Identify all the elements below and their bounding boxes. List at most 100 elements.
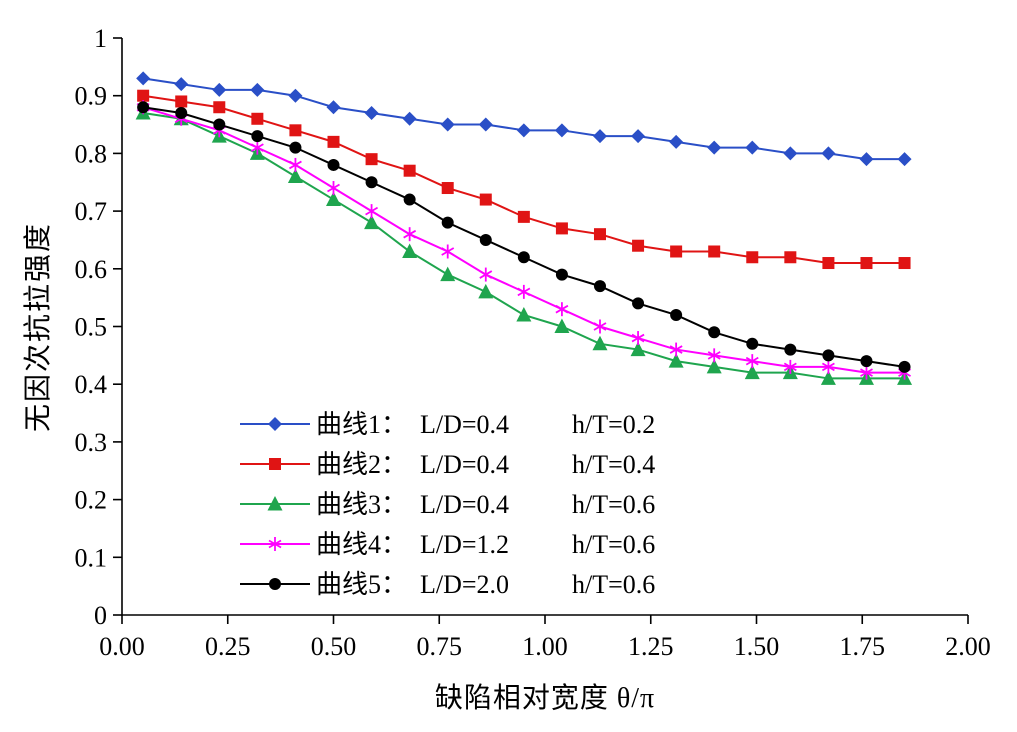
legend-series-name: 曲线2： (316, 450, 407, 479)
asterisk-marker (517, 284, 531, 299)
diamond-marker (326, 100, 341, 115)
triangle-marker (478, 283, 494, 299)
diamond-marker (364, 106, 379, 121)
diamond-marker (250, 82, 265, 97)
legend-ht-value: h/T=0.6 (572, 570, 655, 599)
circle-marker (269, 578, 281, 590)
diamond-marker (669, 134, 684, 149)
asterisk-marker (669, 342, 683, 357)
y-tick-label: 0.7 (75, 197, 108, 226)
diamond-marker (268, 417, 282, 431)
square-marker (175, 95, 188, 108)
asterisk-marker (403, 227, 417, 242)
tick-marks (113, 37, 969, 624)
triangle-marker (706, 358, 722, 374)
series-3 (135, 105, 913, 385)
triangle-marker (402, 243, 418, 258)
y-axis-title: 无因次抗拉强度 (23, 221, 54, 433)
x-tick-label: 2.00 (945, 632, 991, 661)
circle-marker (708, 326, 721, 339)
circle-marker (517, 251, 530, 264)
legend-ld-value: L/D=2.0 (420, 570, 509, 599)
triangle-marker (440, 266, 456, 282)
square-marker (479, 193, 492, 206)
asterisk-marker (783, 359, 797, 374)
axes (121, 38, 968, 616)
square-marker (327, 135, 340, 148)
square-marker (251, 112, 264, 125)
circle-marker (175, 107, 188, 120)
diamond-marker (821, 146, 836, 161)
legend-series-name: 曲线4： (316, 530, 407, 559)
square-marker (708, 245, 721, 258)
y-tick-label: 0.5 (75, 313, 108, 342)
circle-marker (479, 233, 492, 246)
asterisk-marker (555, 302, 569, 317)
series-5 (137, 101, 911, 373)
square-marker (137, 89, 150, 102)
legend-row: 曲线3： L/D=0.4 h/T=0.6 (240, 490, 655, 519)
square-marker (289, 124, 302, 137)
asterisk-marker (288, 157, 302, 172)
square-marker (860, 257, 873, 270)
x-tick-label: 1.50 (734, 632, 780, 661)
diamond-marker (745, 140, 760, 155)
y-tick-label: 0.6 (75, 255, 108, 284)
asterisk-marker (479, 267, 493, 282)
diamond-marker (136, 71, 151, 86)
diamond-marker (440, 117, 455, 132)
y-tick-label: 0.4 (75, 370, 108, 399)
triangle-marker (326, 191, 341, 207)
square-marker (213, 101, 226, 114)
triangle-marker (592, 335, 608, 351)
legend-series-name: 曲线5： (316, 570, 407, 599)
circle-marker (632, 297, 645, 310)
x-axis-title: 缺陷相对宽度 θ/π (434, 683, 656, 714)
circle-marker (137, 101, 150, 114)
y-tick-label: 0.1 (75, 543, 108, 572)
circle-marker (822, 349, 835, 362)
diamond-marker (402, 111, 417, 126)
legend-row: 曲线2： L/D=0.4 h/T=0.4 (240, 450, 655, 479)
diamond-marker (212, 82, 227, 97)
legend-row: 曲线1： L/D=0.4 h/T=0.2 (240, 410, 655, 439)
circle-marker (441, 216, 454, 229)
triangle-marker (668, 353, 684, 368)
triangle-marker (267, 496, 283, 511)
series-2 (137, 89, 911, 270)
legend-series-name: 曲线3： (316, 490, 407, 519)
circle-marker (746, 337, 759, 350)
square-marker (555, 222, 568, 235)
asterisk-marker (250, 140, 264, 155)
diamond-marker (631, 129, 646, 144)
diamond-marker (554, 123, 569, 138)
diamond-marker (174, 77, 189, 92)
legend-ld-value: L/D=0.4 (420, 450, 509, 479)
x-tick-label: 1.75 (840, 632, 886, 661)
diamond-marker (707, 140, 722, 155)
triangle-marker (287, 168, 303, 183)
diamond-marker (478, 117, 493, 132)
circle-marker (365, 176, 378, 189)
triangle-marker (364, 214, 380, 230)
square-marker (632, 239, 645, 252)
asterisk-marker (365, 204, 379, 219)
y-tick-label: 0.2 (75, 486, 108, 515)
circle-marker (213, 118, 226, 131)
legend-ht-value: h/T=0.6 (572, 490, 655, 519)
asterisk-marker (821, 359, 835, 374)
x-tick-label: 0.50 (311, 632, 357, 661)
triangle-marker (630, 341, 646, 357)
series-1 (136, 71, 912, 167)
square-marker (898, 257, 911, 270)
x-tick-label: 1.00 (522, 632, 568, 661)
square-marker (403, 164, 416, 177)
asterisk-marker (860, 365, 873, 380)
asterisk-marker (593, 319, 607, 334)
legend-ht-value: h/T=0.2 (572, 410, 655, 439)
circle-marker (251, 130, 264, 143)
triangle-marker (744, 364, 760, 380)
y-tick-label: 0 (94, 601, 107, 630)
